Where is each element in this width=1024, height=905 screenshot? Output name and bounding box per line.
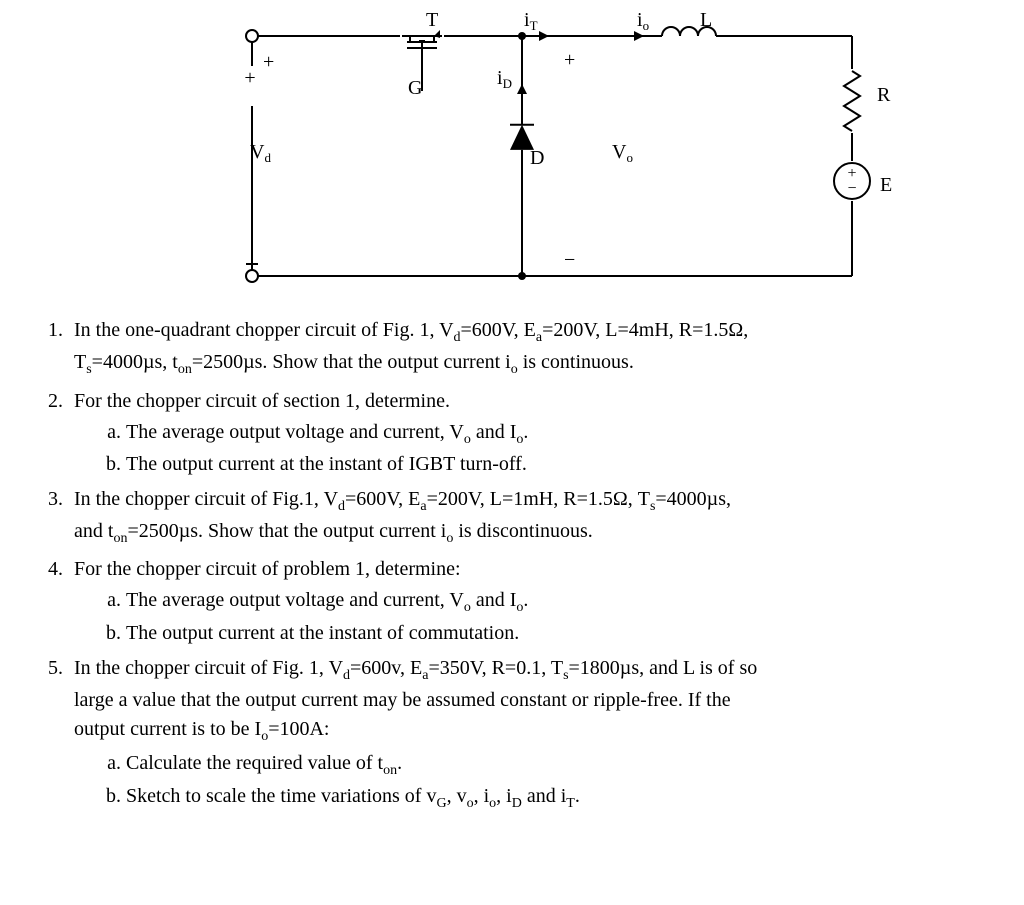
subproblem-list: The average output voltage and current, … xyxy=(104,586,996,647)
problem-item: In the chopper circuit of Fig. 1, Vd=600… xyxy=(68,654,996,814)
svg-text:io: io xyxy=(637,9,649,33)
svg-text:−: − xyxy=(847,180,856,197)
subproblem-list: The average output voltage and current, … xyxy=(104,418,996,479)
problem-text: large a value that the output current ma… xyxy=(74,686,996,715)
svg-text:Ea: Ea xyxy=(880,174,892,198)
problem-text: For the chopper circuit of section 1, de… xyxy=(74,387,996,416)
svg-text:Vo: Vo xyxy=(612,141,633,165)
problem-item: In the one-quadrant chopper circuit of F… xyxy=(68,316,996,381)
svg-text:D: D xyxy=(530,147,544,169)
svg-text:G: G xyxy=(408,77,422,99)
problem-text: For the chopper circuit of problem 1, de… xyxy=(74,555,996,584)
problem-item: For the chopper circuit of problem 1, de… xyxy=(68,555,996,647)
svg-text:+: + xyxy=(244,67,255,89)
circuit-figure: +−+iTioiDTGDLR++−EaVdVo xyxy=(28,6,996,306)
svg-text:+: + xyxy=(564,49,575,71)
subproblem-item: Sketch to scale the time variations of v… xyxy=(126,782,996,814)
svg-text:−: − xyxy=(564,249,575,271)
subproblem-item: The output current at the instant of IGB… xyxy=(126,450,996,479)
subproblem-item: The output current at the instant of com… xyxy=(126,619,996,648)
subproblem-list: Calculate the required value of ton.Sket… xyxy=(104,749,996,814)
problem-text: output current is to be Io=100A: xyxy=(74,715,996,747)
svg-text:iT: iT xyxy=(524,9,538,33)
svg-text:L: L xyxy=(700,9,712,31)
svg-text:iD: iD xyxy=(497,67,512,91)
subproblem-item: The average output voltage and current, … xyxy=(126,418,996,450)
problem-text: and ton=2500µs. Show that the output cur… xyxy=(74,517,996,549)
circuit-svg: +−+iTioiDTGDLR++−EaVdVo xyxy=(132,6,892,306)
subproblem-item: Calculate the required value of ton. xyxy=(126,749,996,781)
problem-text: In the one-quadrant chopper circuit of F… xyxy=(74,316,996,348)
problem-item: For the chopper circuit of section 1, de… xyxy=(68,387,996,479)
svg-text:Vd: Vd xyxy=(250,141,271,165)
problem-text: In the chopper circuit of Fig.1, Vd=600V… xyxy=(74,485,996,517)
problem-list: In the one-quadrant chopper circuit of F… xyxy=(28,316,996,814)
problem-item: In the chopper circuit of Fig.1, Vd=600V… xyxy=(68,485,996,550)
problem-text: Ts=4000µs, ton=2500µs. Show that the out… xyxy=(74,348,996,380)
problem-text: In the chopper circuit of Fig. 1, Vd=600… xyxy=(74,654,996,686)
svg-text:+: + xyxy=(263,51,274,73)
subproblem-item: The average output voltage and current, … xyxy=(126,586,996,618)
svg-text:T: T xyxy=(426,9,438,31)
svg-text:R: R xyxy=(877,84,891,106)
